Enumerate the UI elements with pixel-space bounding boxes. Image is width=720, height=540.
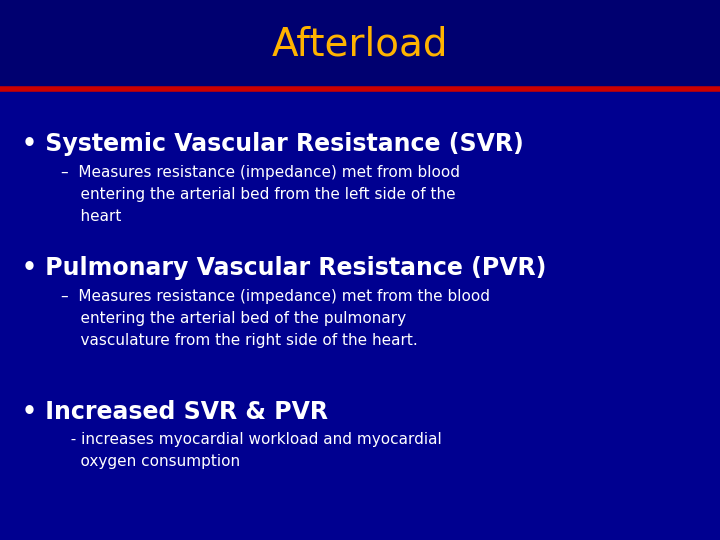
Text: • Systemic Vascular Resistance (SVR): • Systemic Vascular Resistance (SVR)	[22, 132, 523, 156]
Text: • Pulmonary Vascular Resistance (PVR): • Pulmonary Vascular Resistance (PVR)	[22, 256, 546, 280]
Text: - increases myocardial workload and myocardial
    oxygen consumption: - increases myocardial workload and myoc…	[61, 432, 442, 469]
Text: • Increased SVR & PVR: • Increased SVR & PVR	[22, 400, 328, 423]
Text: –  Measures resistance (impedance) met from the blood
    entering the arterial : – Measures resistance (impedance) met fr…	[61, 289, 490, 348]
Bar	[0, 0, 720, 89]
Text: –  Measures resistance (impedance) met from blood
    entering the arterial bed : – Measures resistance (impedance) met fr…	[61, 165, 460, 224]
Text: Afterload: Afterload	[271, 26, 449, 64]
